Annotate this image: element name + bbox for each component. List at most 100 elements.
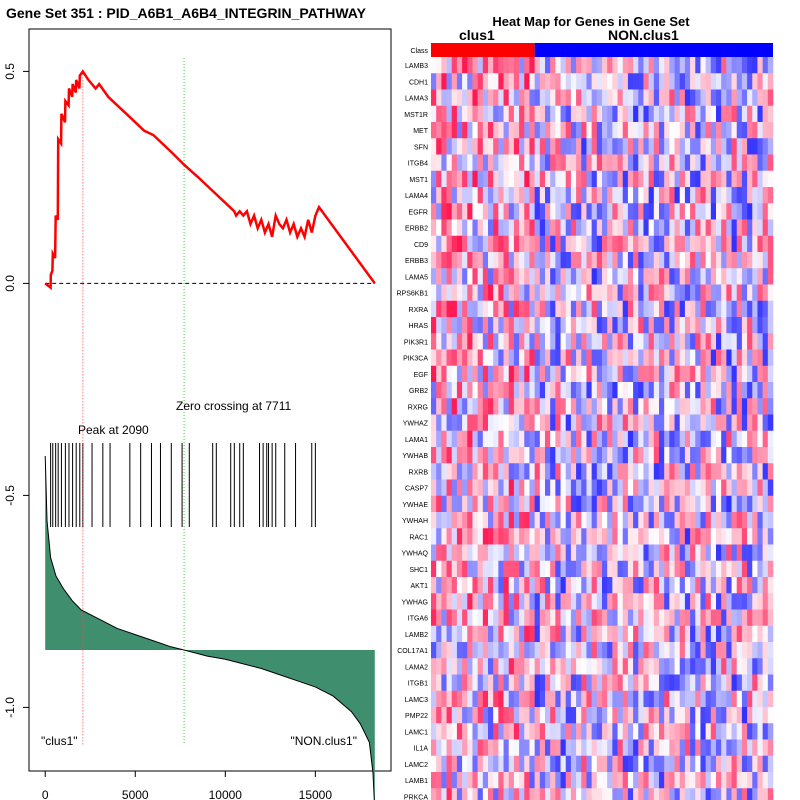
heatmap-cell — [736, 170, 743, 188]
heatmap-cell — [731, 755, 738, 773]
heatmap-cell — [529, 317, 535, 334]
gene-label: ITGA6 — [408, 616, 428, 623]
heatmap-cell — [591, 333, 598, 350]
heatmap-cell — [456, 609, 463, 627]
heatmap-cell — [472, 642, 478, 659]
heatmap-cell — [596, 690, 603, 708]
heatmap-cell — [519, 414, 525, 432]
heatmap-cell — [648, 203, 655, 220]
heatmap-cell — [695, 560, 701, 578]
heatmap-cell — [555, 252, 561, 269]
heatmap-cell — [721, 772, 727, 789]
heatmap-cell — [705, 495, 712, 513]
heatmap-cell — [508, 268, 515, 285]
heatmap-cell — [747, 739, 753, 757]
heatmap-cell — [581, 593, 587, 610]
heatmap-cell — [555, 690, 561, 708]
heatmap-cell — [482, 642, 489, 659]
heatmap-cell — [467, 170, 473, 188]
heatmap-cell — [565, 138, 572, 155]
heatmap-cell — [498, 187, 504, 204]
heatmap-cell — [519, 430, 525, 448]
heatmap-cell — [669, 609, 675, 627]
heatmap-cell — [633, 252, 639, 269]
heatmap-cell — [700, 203, 706, 220]
heatmap-cell — [519, 512, 525, 529]
heatmap-cell — [659, 544, 665, 562]
heatmap-cell — [451, 252, 458, 269]
heatmap-cell — [633, 707, 639, 724]
heatmap-cell — [441, 317, 447, 334]
heatmap-cell — [741, 674, 748, 692]
heatmap-cell — [581, 349, 587, 367]
heatmap-cell — [550, 268, 556, 285]
heatmap-cell — [679, 187, 686, 204]
heatmap-cell — [710, 170, 717, 188]
heatmap-cell — [653, 382, 660, 399]
heatmap-cell — [602, 382, 608, 399]
heatmap-cell — [441, 447, 447, 464]
heatmap-cell — [488, 333, 494, 350]
heatmap-cell — [462, 154, 468, 172]
heatmap-cell — [570, 414, 577, 432]
heatmap-cell — [431, 755, 437, 773]
heatmap-cell — [565, 463, 572, 480]
heatmap-cell — [503, 593, 510, 610]
heatmap-cell — [529, 187, 535, 204]
heatmap-cell — [762, 170, 769, 188]
heatmap-cell — [622, 495, 629, 513]
heatmap-cell — [721, 252, 727, 269]
heatmap-cell — [488, 755, 494, 773]
heatmap-cell — [736, 560, 743, 578]
heatmap-cell — [446, 105, 453, 123]
heatmap-cell — [617, 105, 624, 123]
heatmap-cell — [700, 89, 706, 107]
heatmap-cell — [456, 479, 463, 497]
heatmap-cell — [710, 707, 717, 724]
heatmap-cell — [581, 609, 587, 627]
heatmap-cell — [659, 414, 665, 432]
heatmap-cell — [602, 398, 608, 415]
heatmap-cell — [705, 203, 712, 220]
heatmap-cell — [762, 463, 769, 480]
heatmap-cell — [767, 609, 774, 627]
heatmap-cell — [467, 690, 473, 708]
heatmap-cell — [456, 707, 463, 724]
heatmap-cell — [482, 723, 489, 740]
heatmap-cell — [690, 609, 696, 627]
heatmap-cell — [534, 463, 541, 480]
heatmap-cell — [710, 674, 717, 692]
heatmap-cell — [664, 170, 670, 188]
heatmap-cell — [716, 105, 722, 123]
heatmap-cell — [674, 512, 681, 529]
heatmap-cell — [498, 398, 504, 415]
heatmap-cell — [627, 447, 634, 464]
heatmap-cell — [560, 658, 567, 675]
heatmap-cell — [513, 122, 520, 139]
heatmap-cell — [513, 430, 520, 448]
heatmap-cell — [767, 495, 774, 513]
heatmap-cell — [462, 268, 468, 285]
heatmap-cell — [482, 560, 489, 578]
heatmap-cell — [488, 219, 494, 237]
heatmap-cell — [679, 317, 686, 334]
heatmap-cell — [617, 219, 624, 237]
heatmap-cell — [576, 772, 582, 789]
heatmap-cell — [721, 414, 727, 432]
heatmap-cell — [513, 284, 520, 302]
heatmap-cell — [607, 138, 613, 155]
heatmap-cell — [710, 268, 717, 285]
heatmap-cell — [736, 122, 743, 139]
heatmap-cell — [488, 528, 494, 545]
heatmap-cell — [700, 772, 706, 789]
heatmap-cell — [441, 170, 447, 188]
heatmap-cell — [539, 235, 546, 253]
heatmap-cell — [576, 268, 582, 285]
gene-label: HRAS — [409, 323, 429, 330]
heatmap-cell — [477, 252, 484, 269]
heatmap-cell — [679, 300, 686, 318]
heatmap-cell — [648, 788, 655, 800]
heatmap-cell — [596, 252, 603, 269]
heatmap-cell — [581, 723, 587, 740]
heatmap-cell — [736, 772, 743, 789]
